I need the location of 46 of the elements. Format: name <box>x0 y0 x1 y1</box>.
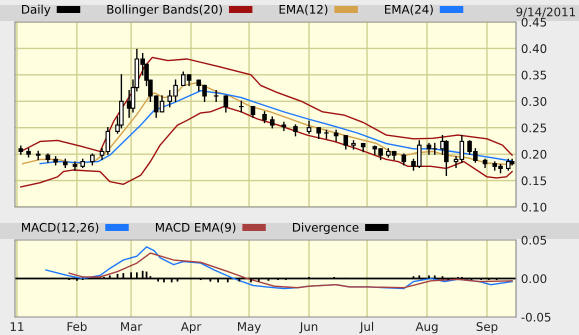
y-tick-label: 0.15 <box>522 176 546 186</box>
candlestick <box>402 153 406 166</box>
y-tick-label: 0.40 <box>522 44 546 54</box>
candlestick <box>250 106 256 118</box>
legend-label: Daily <box>22 4 50 16</box>
x-tick-label: Jun <box>299 322 318 334</box>
candlestick <box>214 90 218 102</box>
x-tick-label: Sep <box>476 322 498 334</box>
legend-label: Divergence <box>293 222 358 234</box>
legend-label: EMA(12) <box>280 4 328 16</box>
y-tick-label: 0.10 <box>522 202 546 212</box>
candlestick <box>90 153 95 166</box>
y-tick-label: -0.05 <box>521 312 550 322</box>
x-tick-label: Aug <box>416 322 438 334</box>
candlestick <box>316 127 321 139</box>
legend-label: MACD(12,26) <box>22 222 98 234</box>
legend-label: Bollinger Bands(20) <box>107 4 222 16</box>
y-tick-label: 0.30 <box>522 97 546 106</box>
candlestick <box>282 122 286 132</box>
y-tick-label: 0.00 <box>522 274 546 284</box>
x-tick-label: Jul <box>359 322 374 334</box>
x-tick-label: Mar <box>121 322 142 331</box>
candlestick <box>239 100 244 113</box>
y-tick-label: 0.20 <box>522 150 546 159</box>
x-tick-label: Feb <box>68 322 87 331</box>
legend-label: EMA(24) <box>385 4 433 16</box>
text: 9/14/2011 <box>516 7 576 18</box>
line-series <box>20 56 513 156</box>
y-tick-label: 0.35 <box>522 70 546 80</box>
x-tick-label: Apr <box>180 322 202 334</box>
candlestick <box>334 130 338 142</box>
x-tick-label: May <box>238 322 261 334</box>
legend-label: MACD EMA(9) <box>156 222 236 234</box>
y-tick-label: 0.45 <box>522 18 546 27</box>
candlestick <box>324 130 329 139</box>
candlestick <box>293 124 298 136</box>
candlestick <box>343 134 348 150</box>
candlestick <box>270 116 275 128</box>
candlestick <box>306 120 312 134</box>
candlestick <box>224 95 228 113</box>
candlestick <box>262 111 267 124</box>
line-series <box>68 252 513 288</box>
candlestick <box>506 158 511 171</box>
y-tick-label: 0.25 <box>522 123 546 132</box>
x-tick-label: 11 <box>10 322 24 331</box>
y-tick-label: 0.05 <box>522 236 546 245</box>
